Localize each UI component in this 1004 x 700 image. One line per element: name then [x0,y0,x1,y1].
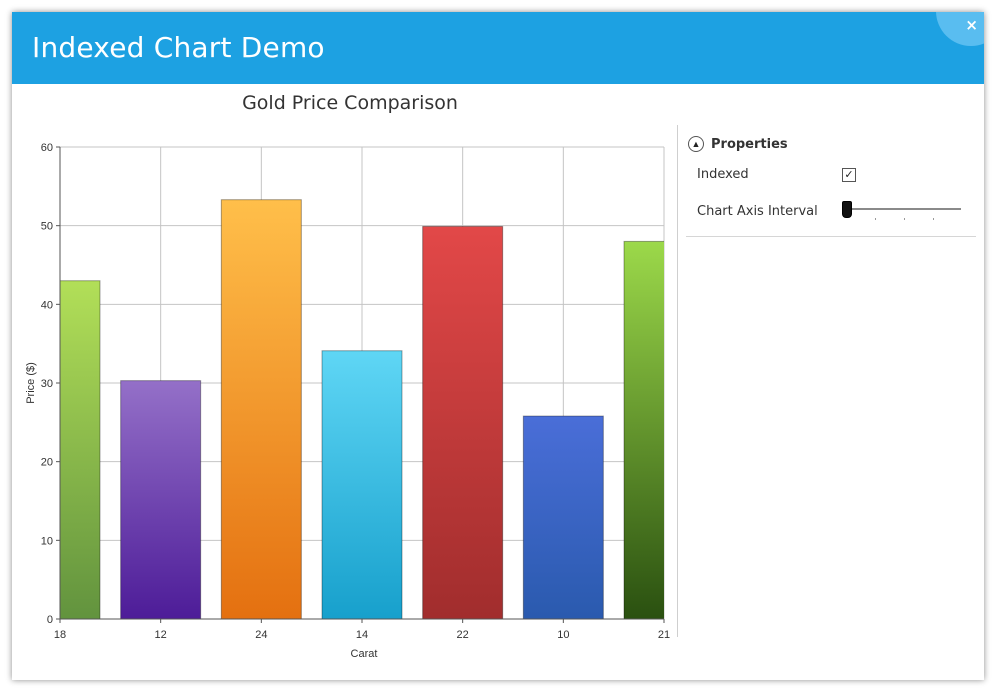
y-tick-label: 40 [41,299,53,311]
x-tick-label: 24 [255,629,267,641]
check-icon: ✓ [844,168,854,181]
x-tick-label: 18 [54,629,66,641]
bar [321,350,403,619]
chart-axis-interval-label: Chart Axis Interval [697,204,818,219]
y-tick-label: 50 [41,221,53,233]
bar [220,199,302,619]
properties-title: Properties [711,136,788,152]
interval-slider-thumb[interactable] [842,201,852,218]
indexed-label: Indexed [697,167,749,182]
interval-slider-track[interactable] [844,208,961,210]
properties-header[interactable]: ▲ Properties [688,134,788,154]
y-axis-title: Price ($) [25,362,37,404]
window-title: Indexed Chart Demo [32,31,325,64]
x-tick-label: 12 [155,629,167,641]
x-tick-label: 10 [557,629,569,641]
slider-tick [933,218,934,220]
x-axis-title: Carat [351,648,378,660]
y-tick-label: 0 [47,614,53,626]
slider-tick [904,218,905,220]
close-icon[interactable]: × [965,16,978,34]
x-tick-label: 21 [658,629,670,641]
title-bar: Indexed Chart Demo × [12,12,984,84]
bar [623,240,664,619]
y-tick-label: 20 [41,457,53,469]
bar [422,225,504,619]
y-tick-label: 60 [41,142,53,154]
bar-chart: 0 10 20 30 40 50 60 18 12 24 14 22 10 21 Carat Price ($… [25,142,670,660]
y-tick-label: 30 [41,378,53,390]
collapse-chevron-up-icon[interactable]: ▲ [688,136,704,152]
slider-tick [875,218,876,220]
indexed-checkbox[interactable]: ✓ [842,168,856,182]
x-tick-label: 14 [356,629,368,641]
x-tick-label: 22 [457,629,469,641]
properties-panel: ▲ Properties Indexed ✓ Chart Axis Interv… [686,124,976,238]
chart-title: Gold Price Comparison [242,92,458,114]
panel-divider [677,125,678,637]
bar [60,280,101,619]
y-tick-label: 10 [41,535,53,547]
properties-divider [686,236,976,237]
bar [522,415,604,619]
bar [120,380,202,619]
